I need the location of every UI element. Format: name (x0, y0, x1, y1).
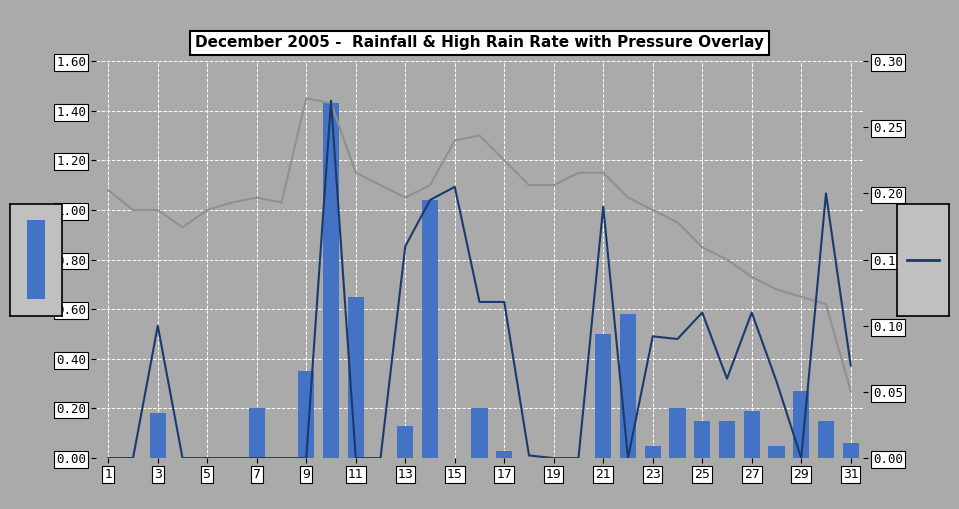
Bar (719, 421, 735, 458)
Bar (793, 391, 809, 458)
Bar (422, 200, 438, 458)
Bar (596, 334, 611, 458)
Bar (669, 408, 686, 458)
Bar (818, 421, 834, 458)
Bar (496, 450, 512, 458)
Bar (472, 408, 487, 458)
Bar (644, 446, 661, 458)
Title: December 2005 -  Rainfall & High Rain Rate with Pressure Overlay: December 2005 - Rainfall & High Rain Rat… (195, 35, 764, 50)
Bar (298, 371, 315, 458)
Bar (620, 314, 636, 458)
Y-axis label: Rain Rate - in/hr: Rain Rate - in/hr (910, 204, 924, 316)
Bar (397, 426, 413, 458)
Bar (150, 413, 166, 458)
Bar (843, 443, 858, 458)
Bar (743, 411, 760, 458)
Bar (348, 297, 363, 458)
Bar (694, 421, 711, 458)
Y-axis label: Rain - in: Rain - in (35, 231, 49, 288)
Bar (323, 103, 339, 458)
Bar (248, 408, 265, 458)
Bar (768, 446, 784, 458)
Bar (27, 220, 45, 299)
